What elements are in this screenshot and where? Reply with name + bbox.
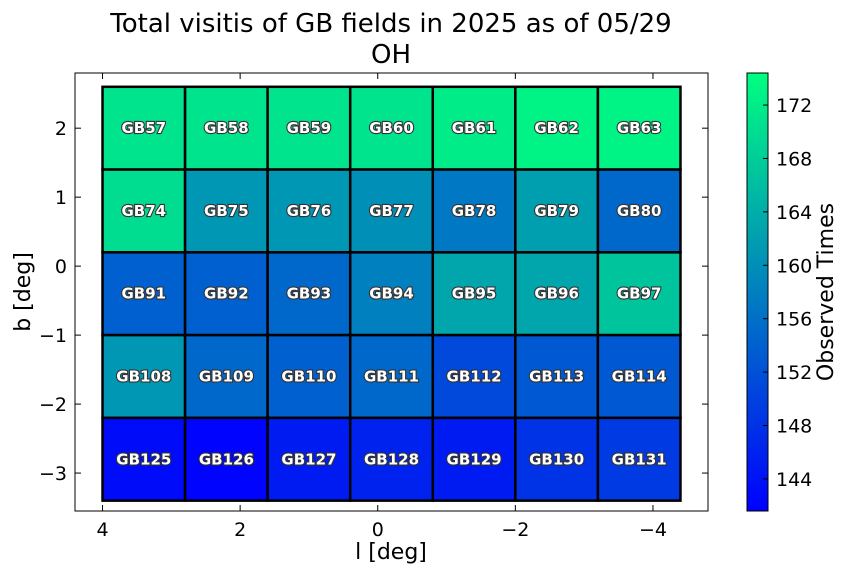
chart-subtitle: OH <box>371 40 411 70</box>
axes: 4 2 0 −2 −4 2 1 0 −1 −2 −3 <box>39 72 709 541</box>
heatmap-cell-gb57 <box>101 85 187 171</box>
colorbar-tick-label: 164 <box>776 202 812 224</box>
cell-label-gb80: GB80 <box>617 202 662 220</box>
cell-label-gb112: GB112 <box>447 367 502 385</box>
x-axis-label: l [deg] <box>355 540 427 565</box>
cell-label-gb110: GB110 <box>281 367 336 385</box>
x-tick-label: −2 <box>501 519 529 541</box>
heatmap-cell-gb109 <box>183 333 269 420</box>
colorbar-tick-label: 152 <box>776 362 812 384</box>
heatmap-cell-gb74 <box>101 168 187 254</box>
heatmap-cell-gb62 <box>514 85 600 171</box>
y-tick-label: −2 <box>39 394 67 416</box>
heatmap-cell-gb125 <box>101 416 187 502</box>
cell-label-gb94: GB94 <box>369 285 414 303</box>
x-tick-label: −4 <box>639 519 667 541</box>
cell-label-gb92: GB92 <box>204 285 249 303</box>
cell-label-gb126: GB126 <box>199 450 254 468</box>
cell-label-gb58: GB58 <box>204 119 249 137</box>
y-tick-label: −3 <box>39 463 67 485</box>
y-tick-label: 0 <box>55 256 67 278</box>
cell-label-gb57: GB57 <box>121 119 166 137</box>
cell-label-gb113: GB113 <box>529 367 584 385</box>
heatmap-cell-gb78 <box>431 168 517 254</box>
cell-label-gb127: GB127 <box>281 450 336 468</box>
colorbar: 144 148 152 156 160 164 168 172 <box>746 72 812 512</box>
heatmap-cell-gb95 <box>431 251 517 337</box>
cell-label-gb74: GB74 <box>121 202 166 220</box>
heatmap-cell-gb58 <box>183 85 269 171</box>
cell-label-gb109: GB109 <box>199 367 254 385</box>
cell-label-gb62: GB62 <box>534 119 579 137</box>
cell-label-gb61: GB61 <box>452 119 497 137</box>
heatmap-cell-gb80 <box>596 168 682 254</box>
cell-label-gb75: GB75 <box>204 202 249 220</box>
cell-label-gb91: GB91 <box>121 285 166 303</box>
y-axis-label: b [deg] <box>11 252 36 332</box>
cell-label-gb114: GB114 <box>612 367 667 385</box>
heatmap-cell-gb131 <box>596 416 682 502</box>
x-tick-label: 2 <box>234 519 246 541</box>
plot-frame <box>74 72 709 512</box>
cell-label-gb95: GB95 <box>452 285 497 303</box>
cell-label-gb78: GB78 <box>452 202 497 220</box>
y-tick-label: 2 <box>55 118 67 140</box>
x-tick-label: 4 <box>96 519 108 541</box>
cell-label-gb79: GB79 <box>534 202 579 220</box>
cell-label-gb96: GB96 <box>534 285 579 303</box>
heatmap-cell-gb113 <box>514 333 600 420</box>
cell-label-gb128: GB128 <box>364 450 419 468</box>
cell-label-gb97: GB97 <box>617 285 662 303</box>
heatmap-cell-gb130 <box>514 416 600 502</box>
colorbar-tick-label: 144 <box>776 469 812 491</box>
heatmap-cell-gb76 <box>266 168 352 254</box>
colorbar-label: Observed Times <box>814 203 839 381</box>
cell-label-gb111: GB111 <box>364 367 419 385</box>
colorbar-tick-label: 148 <box>776 416 812 438</box>
cell-label-gb125: GB125 <box>116 450 171 468</box>
cell-label-gb131: GB131 <box>612 450 667 468</box>
cell-label-gb59: GB59 <box>287 119 332 137</box>
heatmap-cell-gb108 <box>101 333 187 420</box>
heatmap-cell-gb97 <box>596 251 682 337</box>
cell-label-gb77: GB77 <box>369 202 414 220</box>
x-tick-label: 0 <box>372 519 384 541</box>
y-tick-label: −1 <box>39 325 67 347</box>
cell-label-gb60: GB60 <box>369 119 414 137</box>
colorbar-tick-label: 160 <box>776 255 812 277</box>
cell-label-gb130: GB130 <box>529 450 584 468</box>
colorbar-tick-label: 156 <box>776 309 812 331</box>
cell-label-gb108: GB108 <box>116 367 171 385</box>
heatmap-cell-gb127 <box>266 416 352 502</box>
chart-title: Total visitis of GB fields in 2025 as of… <box>109 9 671 39</box>
heatmap-cells: GB57 GB58 GB59 GB60 GB61 GB62 GB63 GB74 GB75 GB76… <box>101 85 682 502</box>
colorbar-tick-label: 168 <box>776 148 812 170</box>
cell-label-gb129: GB129 <box>447 450 502 468</box>
cell-label-gb63: GB63 <box>617 119 662 137</box>
y-tick-label: 1 <box>55 187 67 209</box>
cell-label-gb93: GB93 <box>287 285 332 303</box>
colorbar-tick-label: 172 <box>776 95 812 117</box>
colorbar-gradient <box>746 72 769 512</box>
heatmap-cell-gb92 <box>183 251 269 337</box>
heatmap-cell-gb93 <box>266 251 352 337</box>
cell-label-gb76: GB76 <box>287 202 332 220</box>
heatmap-cell-gb96 <box>514 251 600 337</box>
